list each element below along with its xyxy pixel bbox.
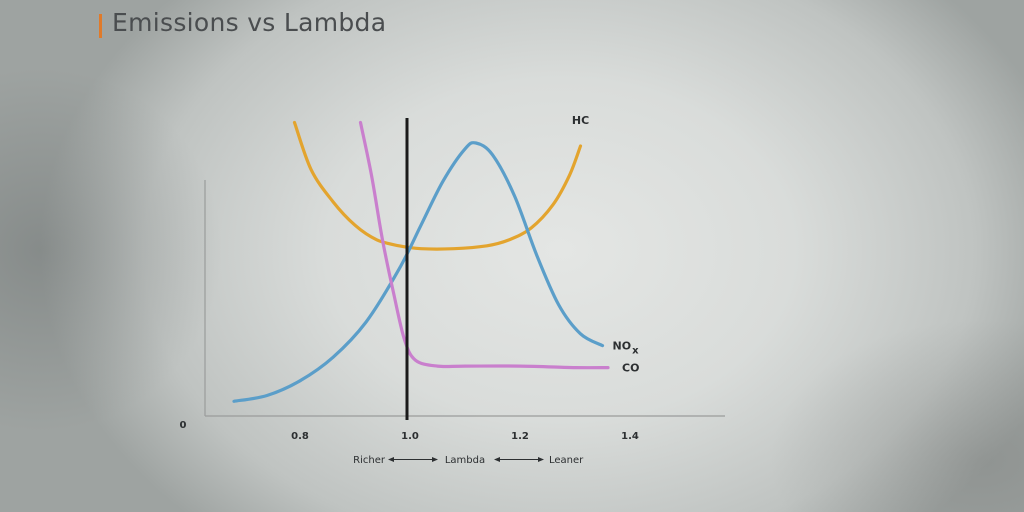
slide-title: Emissions vs Lambda — [112, 8, 387, 37]
arrow-left-head-l — [388, 457, 394, 462]
x-tick-label: 1.2 — [511, 431, 529, 442]
x-tick-labels: 0.8 1.0 1.2 1.4 — [291, 431, 639, 442]
x-tick-label: 1.4 — [621, 431, 639, 442]
xlabel-richer: Richer — [353, 455, 386, 466]
x-tick-label: 0.8 — [291, 431, 309, 442]
series-line-hc — [292, 120, 583, 251]
series-label-hc: HC — [572, 114, 589, 127]
series-label-subscript: x — [632, 346, 639, 357]
arrow-left-head-r — [432, 457, 438, 462]
arrow-right-head-l — [494, 457, 500, 462]
series-label-nox: NOx — [613, 340, 640, 357]
y-zero-label: 0 — [180, 420, 187, 431]
series-line-nox — [232, 141, 605, 403]
x-axis-label: Richer Lambda Leaner — [353, 455, 584, 466]
series-line-co — [358, 120, 610, 370]
xlabel-lambda: Lambda — [445, 455, 485, 466]
x-tick-label: 1.0 — [401, 431, 419, 442]
xlabel-leaner: Leaner — [549, 455, 584, 466]
series-label-co: CO — [622, 362, 639, 375]
arrow-right-head-r — [538, 457, 544, 462]
title-accent-bar — [99, 14, 102, 38]
series-layer — [232, 120, 610, 403]
